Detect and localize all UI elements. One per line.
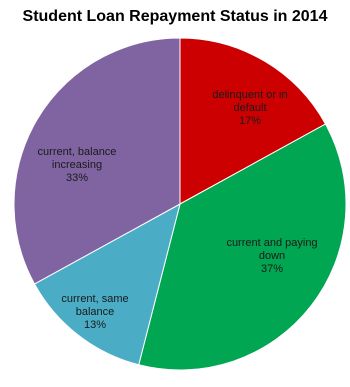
pie-slice-3 xyxy=(13,37,181,285)
slice-label-1: current and paying down 37% xyxy=(226,237,317,275)
chart-title: Student Loan Repayment Status in 2014 xyxy=(22,8,328,25)
pie-slice-0 xyxy=(179,37,327,205)
slice-label-3: current, balance increasing 33% xyxy=(38,146,117,184)
slice-label-0: delinquent or in default 17% xyxy=(212,89,287,127)
pie-slice-1 xyxy=(138,123,347,371)
pie-slice-2 xyxy=(33,203,181,366)
slice-label-2: current, same balance 13% xyxy=(61,293,128,331)
